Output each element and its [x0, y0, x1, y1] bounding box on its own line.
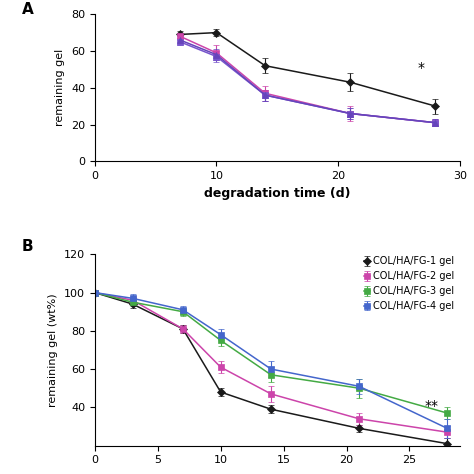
Text: A: A	[22, 2, 34, 18]
Text: B: B	[22, 239, 34, 254]
Text: **: **	[425, 399, 438, 413]
Legend: COL/HA/FG-1 gel, COL/HA/FG-2 gel, COL/HA/FG-3 gel, COL/HA/FG-4 gel: COL/HA/FG-1 gel, COL/HA/FG-2 gel, COL/HA…	[363, 255, 455, 312]
Text: *: *	[417, 61, 424, 75]
Y-axis label: remaining gel (wt%): remaining gel (wt%)	[48, 293, 58, 407]
X-axis label: degradation time (d): degradation time (d)	[204, 187, 351, 200]
Y-axis label: remaining gel: remaining gel	[55, 49, 65, 127]
